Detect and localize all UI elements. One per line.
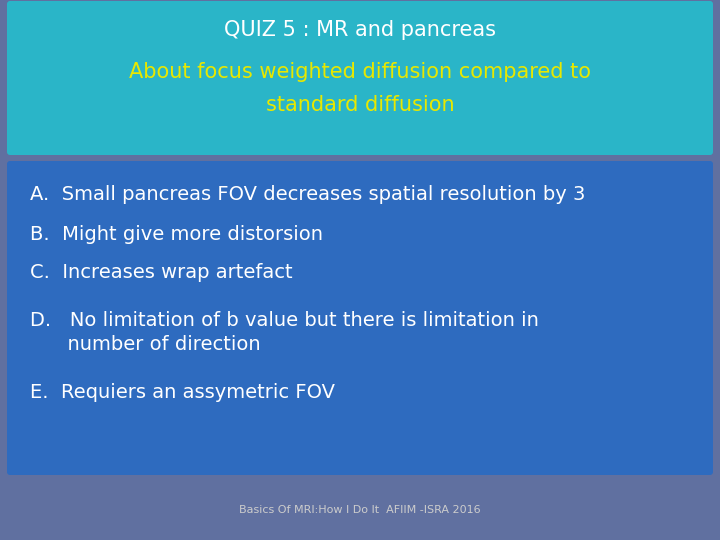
Text: number of direction: number of direction	[30, 335, 261, 354]
Text: About focus weighted diffusion compared to: About focus weighted diffusion compared …	[129, 62, 591, 82]
Text: Basics Of MRI:How I Do It  AFIIM -ISRA 2016: Basics Of MRI:How I Do It AFIIM -ISRA 20…	[239, 505, 481, 515]
Text: standard diffusion: standard diffusion	[266, 95, 454, 115]
FancyBboxPatch shape	[7, 161, 713, 475]
Text: QUIZ 5 : MR and pancreas: QUIZ 5 : MR and pancreas	[224, 20, 496, 40]
Text: A.  Small pancreas FOV decreases spatial resolution by 3: A. Small pancreas FOV decreases spatial …	[30, 186, 585, 205]
Text: C.  Increases wrap artefact: C. Increases wrap artefact	[30, 262, 292, 281]
Text: B.  Might give more distorsion: B. Might give more distorsion	[30, 226, 323, 245]
Text: D.   No limitation of b value but there is limitation in: D. No limitation of b value but there is…	[30, 310, 539, 329]
Text: E.  Requiers an assymetric FOV: E. Requiers an assymetric FOV	[30, 382, 335, 402]
FancyBboxPatch shape	[7, 1, 713, 155]
